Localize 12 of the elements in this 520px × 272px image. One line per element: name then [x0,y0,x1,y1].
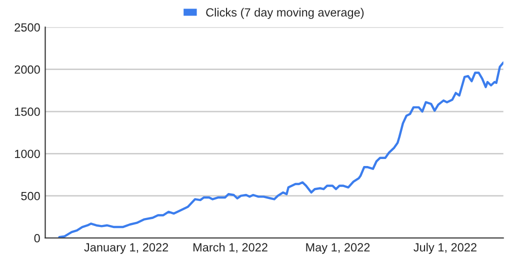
x-tick-label: July 1, 2022 [414,242,476,254]
legend-label: Clicks (7 day moving average) [206,8,364,19]
y-tick-label: 2000 [14,65,40,74]
x-tick-label: January 1, 2022 [84,243,168,254]
x-tick-label: March 1, 2022 [193,242,268,253]
y-tick-label: 500 [21,192,40,200]
y-tick-label: 0 [34,234,40,242]
y-tick-label: 1500 [15,108,40,116]
x-tick-label: May 1, 2022 [306,243,370,254]
y-tick-label: 1000 [15,150,40,158]
y-tick-label: 2500 [14,23,40,32]
line-series [58,62,504,238]
